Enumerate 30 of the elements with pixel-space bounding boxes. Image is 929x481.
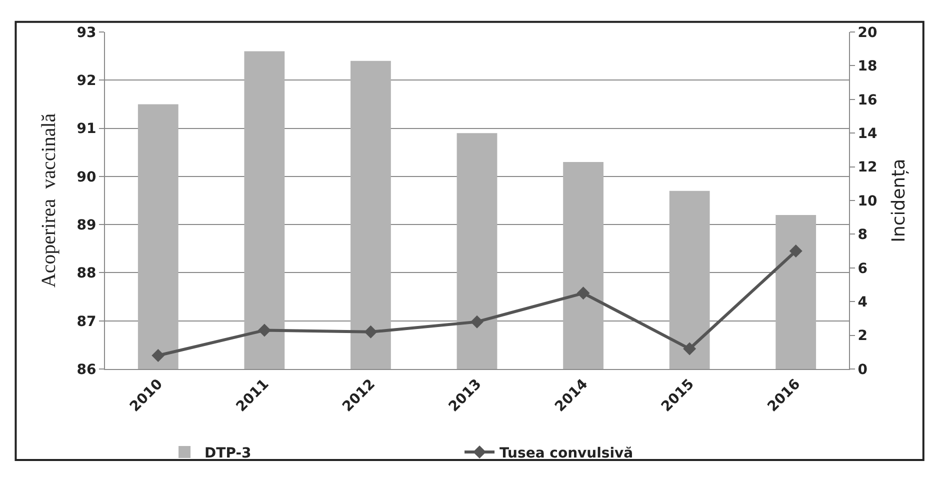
y2-tick-label: 4 xyxy=(858,294,868,310)
y-tick-label: 86 xyxy=(76,362,96,378)
y2-tick-label: 8 xyxy=(858,227,868,244)
point xyxy=(152,349,165,362)
y2-tick-label: 10 xyxy=(858,193,878,210)
y-tick-label: 89 xyxy=(76,217,96,234)
point xyxy=(258,324,271,337)
y-tick-label: 92 xyxy=(76,73,96,90)
y-tick-label: 90 xyxy=(76,169,96,186)
y2-tick-label: 14 xyxy=(858,126,878,142)
y2-tick-label: 2 xyxy=(858,328,868,344)
y-tick-label: 93 xyxy=(76,24,96,41)
point xyxy=(683,342,696,356)
y2-tick-label: 6 xyxy=(858,260,868,277)
y-tick-label: 91 xyxy=(76,121,96,138)
y2-tick-label: 16 xyxy=(858,92,878,108)
y-tick-label: 87 xyxy=(76,314,96,330)
y2-tick-label: 0 xyxy=(858,362,868,378)
y-axis-title: Acoperirea vaccinală xyxy=(38,113,60,288)
y-tick-label: 88 xyxy=(76,266,96,282)
point xyxy=(576,286,590,300)
legend-label: Tusea convulsivă xyxy=(500,445,634,462)
point xyxy=(789,244,802,258)
y2-axis-title: Incidența xyxy=(888,158,910,242)
point xyxy=(470,315,484,328)
y2-tick-label: 18 xyxy=(858,58,878,75)
point xyxy=(364,325,378,338)
y2-tick-label: 20 xyxy=(858,24,878,41)
y2-tick-label: 12 xyxy=(858,160,878,176)
legend-label: DTP-3 xyxy=(204,445,252,462)
